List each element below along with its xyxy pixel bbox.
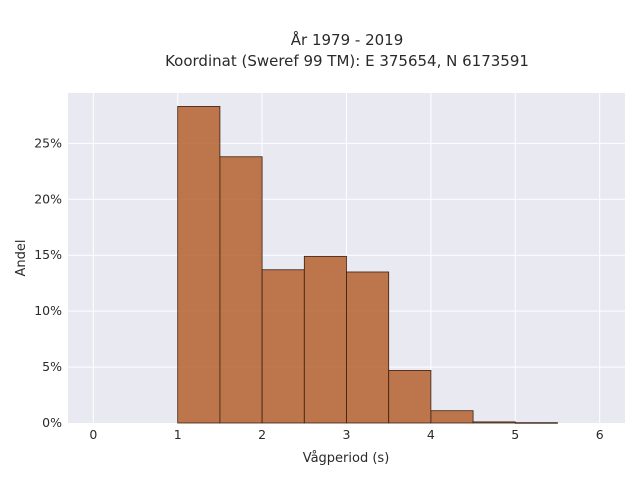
- histogram-bar: [430, 410, 474, 424]
- y-tick-label: 0%: [42, 415, 62, 430]
- histogram-bar: [261, 269, 305, 424]
- x-axis-ticks: 0 1 2 3 4 5 6: [89, 427, 603, 442]
- histogram-bar: [177, 106, 221, 424]
- histogram-bar: [219, 156, 263, 424]
- histogram-bar: [303, 255, 347, 424]
- x-tick-label: 0: [89, 427, 97, 442]
- chart-title-line-2: Koordinat (Sweref 99 TM): E 375654, N 61…: [165, 52, 529, 70]
- x-axis-label: Vågperiod (s): [303, 451, 390, 466]
- histogram-bars: [177, 106, 558, 424]
- y-axis-ticks: 0% 5% 10% 15% 20% 25%: [34, 135, 62, 430]
- y-tick-label: 25%: [34, 135, 62, 150]
- y-tick-label: 20%: [34, 191, 62, 206]
- x-tick-label: 4: [427, 427, 435, 442]
- histogram-bar: [514, 422, 558, 424]
- x-tick-label: 5: [511, 427, 519, 442]
- histogram-bar: [472, 421, 516, 424]
- histogram-bar: [346, 271, 390, 424]
- x-tick-label: 1: [174, 427, 182, 442]
- histogram-bar: [388, 370, 432, 424]
- x-tick-label: 3: [343, 427, 351, 442]
- chart-title-line-1: År 1979 - 2019: [291, 30, 404, 49]
- y-tick-label: 5%: [42, 359, 62, 374]
- y-axis-label: Andel: [14, 240, 29, 277]
- y-tick-label: 10%: [34, 303, 62, 318]
- x-tick-label: 6: [596, 427, 604, 442]
- x-tick-label: 2: [258, 427, 266, 442]
- y-tick-label: 15%: [34, 247, 62, 262]
